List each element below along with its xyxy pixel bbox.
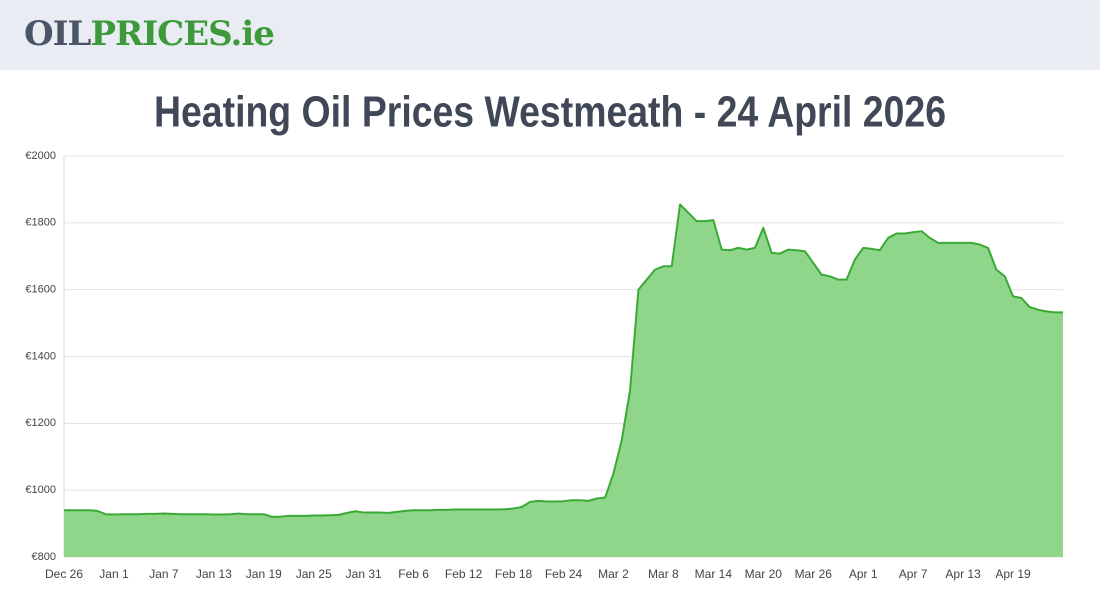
x-tick-label: Apr 1	[849, 567, 878, 581]
area-fill	[64, 204, 1063, 557]
logo[interactable]: OILPRICES.ie	[24, 14, 275, 54]
x-tick-label: Jan 13	[196, 567, 232, 581]
x-tick-label: Apr 7	[899, 567, 928, 581]
x-tick-label: Mar 20	[745, 567, 783, 581]
x-tick-label: Dec 26	[45, 567, 83, 581]
x-tick-label: Apr 19	[995, 567, 1031, 581]
x-tick-label: Feb 18	[495, 567, 533, 581]
x-tick-label: Mar 2	[598, 567, 629, 581]
y-tick-label: €2000	[25, 150, 56, 162]
header-bar: OILPRICES.ie	[0, 0, 1100, 70]
x-tick-label: Feb 12	[445, 567, 483, 581]
y-tick-label: €1600	[25, 284, 56, 296]
y-tick-label: €1800	[25, 217, 56, 229]
logo-accent: PRICES.ie	[90, 14, 274, 54]
y-tick-label: €800	[32, 551, 56, 563]
y-tick-label: €1200	[25, 417, 56, 429]
x-tick-label: Jan 7	[149, 567, 179, 581]
x-tick-label: Mar 8	[648, 567, 679, 581]
x-tick-label: Mar 26	[795, 567, 833, 581]
y-tick-label: €1000	[25, 484, 56, 496]
chart-title: Heating Oil Prices Westmeath - 24 April …	[154, 88, 946, 137]
x-tick-label: Mar 14	[695, 567, 733, 581]
x-tick-label: Jan 19	[246, 567, 282, 581]
logo-main: OIL	[24, 14, 91, 54]
y-tick-label: €1400	[25, 350, 56, 362]
x-tick-label: Jan 31	[346, 567, 382, 581]
x-tick-label: Apr 13	[945, 567, 981, 581]
x-tick-label: Jan 25	[296, 567, 332, 581]
price-line	[64, 203, 1063, 518]
x-tick-label: Feb 24	[545, 567, 583, 581]
x-tick-label: Feb 6	[398, 567, 429, 581]
x-tick-label: Jan 1	[99, 567, 129, 581]
